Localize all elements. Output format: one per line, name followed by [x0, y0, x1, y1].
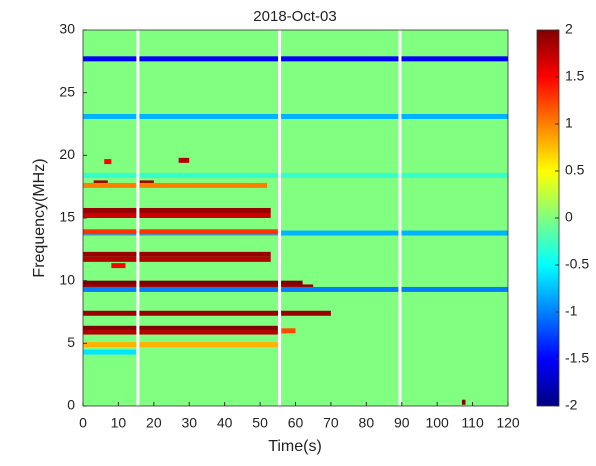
heatmap-streak — [281, 328, 296, 334]
heatmap-streak — [83, 310, 331, 316]
x-tick-label: 90 — [394, 415, 410, 431]
heatmap-streak — [83, 349, 137, 355]
y-tick-label: 5 — [67, 334, 75, 350]
heatmap-streak — [83, 284, 314, 290]
heatmap-streak — [83, 342, 278, 348]
x-tick-label: 80 — [359, 415, 375, 431]
heatmap-background — [83, 30, 508, 406]
colorbar-tick-label: -0.5 — [565, 256, 589, 272]
y-tick-label: 15 — [59, 209, 75, 225]
heatmap-streak — [83, 256, 271, 262]
heatmap-streak — [83, 182, 268, 188]
heatmap-streak — [178, 157, 190, 163]
x-tick-label: 110 — [461, 415, 484, 431]
colorbar-tick-label: -1 — [565, 303, 578, 319]
x-tick-label: 40 — [217, 415, 233, 431]
colorbar-tick-label: 0.5 — [565, 162, 585, 178]
heatmap-streak — [83, 329, 278, 335]
colorbar-tick-label: -1.5 — [565, 350, 589, 366]
heatmap-streak — [139, 180, 154, 186]
heatmap-streak — [83, 113, 508, 119]
heatmap-streak — [83, 286, 508, 292]
colorbar-tick-label: 2 — [565, 21, 573, 37]
heatmap-streak — [83, 229, 278, 235]
x-tick-label: 100 — [425, 415, 449, 431]
heatmap-streak — [83, 212, 271, 218]
y-tick-label: 30 — [59, 21, 75, 37]
x-tick-label: 120 — [496, 415, 520, 431]
heatmap-streak — [83, 280, 303, 286]
x-tick-label: 0 — [79, 415, 87, 431]
colorbar-tick-label: 1.5 — [565, 68, 585, 84]
x-tick-label: 50 — [252, 415, 268, 431]
chart-title: 2018-Oct-03 — [253, 8, 336, 25]
heatmap-streak — [461, 399, 466, 405]
heatmap-streak — [93, 180, 108, 186]
heatmap-streak — [111, 263, 126, 269]
heatmap-streak — [83, 172, 508, 178]
heatmap-streak — [83, 325, 278, 331]
heatmap-streak — [83, 230, 508, 236]
heatmap-streak — [83, 56, 508, 62]
x-tick-label: 60 — [288, 415, 304, 431]
heatmap-streak — [104, 159, 112, 165]
y-tick-label: 0 — [67, 397, 75, 413]
heatmap-streak — [83, 251, 271, 257]
heatmap-streak — [83, 207, 271, 213]
y-tick-label: 10 — [59, 271, 75, 287]
colorbar-tick-label: 1 — [565, 115, 573, 131]
y-tick-label: 20 — [59, 146, 75, 162]
y-tick-label: 25 — [59, 83, 75, 99]
y-axis-label: Frequency(MHz) — [31, 158, 48, 277]
colorbar-tick-label: 0 — [565, 209, 573, 225]
x-tick-label: 10 — [111, 415, 127, 431]
colorbar-tick-label: -2 — [565, 397, 578, 413]
x-tick-label: 70 — [323, 415, 339, 431]
x-tick-label: 20 — [146, 415, 162, 431]
x-tick-label: 30 — [181, 415, 197, 431]
x-axis-label: Time(s) — [268, 438, 322, 455]
